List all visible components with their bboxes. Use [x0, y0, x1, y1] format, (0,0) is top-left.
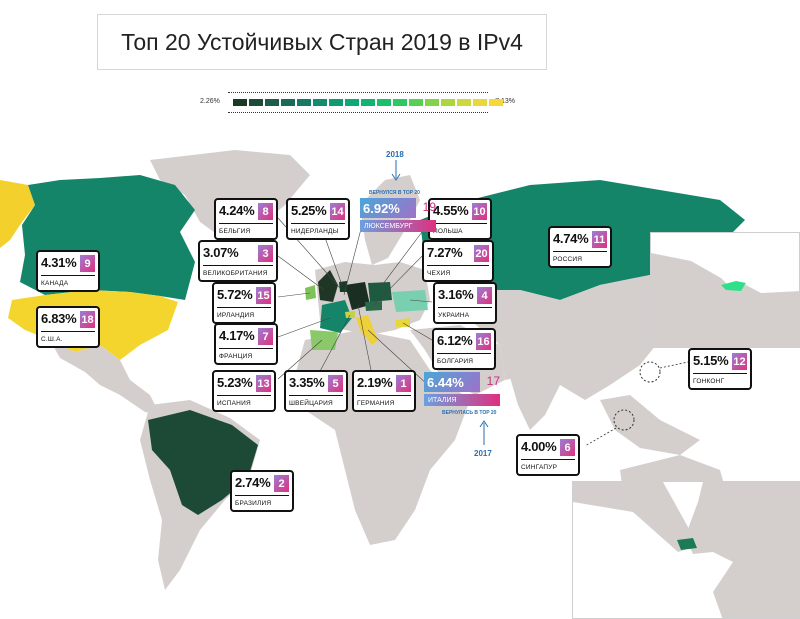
callout-italy: 6.44% 17 ИТАЛИЯ: [424, 372, 500, 412]
callout-russia: 4.74% 11 РОССИЯ: [548, 226, 612, 268]
hongkong-inset-map: [651, 253, 799, 347]
legend-swatch: [313, 99, 327, 106]
legend-swatch: [457, 99, 471, 106]
italy-year: 2017: [474, 449, 492, 458]
alaska-shape: [0, 180, 35, 248]
india-shape: [505, 355, 560, 430]
callout-belgium: 4.24% 8 БЕЛЬГИЯ: [214, 198, 278, 240]
hongkong-inset: [650, 232, 800, 348]
callout-poland: 4.55% 10 ПОЛЬША: [428, 198, 492, 240]
mexico-shape: [50, 340, 160, 415]
color-legend: 2.26% 7.13%: [195, 89, 515, 117]
map-title: Топ 20 Устойчивых Стран 2019 в IPv4: [97, 14, 547, 70]
netherlands-shape: [339, 281, 347, 292]
hongkong-marker: [639, 361, 661, 383]
italy-pct: 6.44%: [424, 372, 480, 392]
poland-shape: [368, 282, 392, 302]
czech-shape: [365, 301, 382, 311]
legend-swatch: [473, 99, 487, 106]
switzerland-shape: [345, 311, 355, 318]
callout-ireland: 5.72% 15 ИРЛАНДИЯ: [212, 282, 276, 324]
singapore-inset-map: [573, 482, 799, 618]
luxembourg-year: 2018: [386, 150, 404, 159]
france-shape: [320, 300, 352, 333]
legend-swatch: [489, 99, 503, 106]
callout-france: 4.17% 7 ФРАНЦИЯ: [214, 323, 278, 365]
italy-name: ИТАЛИЯ: [424, 394, 500, 406]
callout-brazil: 2.74% 2 БРАЗИЛИЯ: [230, 470, 294, 512]
callout-hongkong: 5.15% 12 ГОНКОНГ: [688, 348, 752, 390]
legend-swatch: [409, 99, 423, 106]
callout-uk: 3.07% 3 ВЕЛИКОБРИТАНИЯ: [198, 240, 278, 282]
legend-swatch: [441, 99, 455, 106]
asia-shape: [445, 275, 665, 400]
callout-bulgaria: 6.12% 16 БОЛГАРИЯ: [432, 328, 496, 370]
luxembourg-pct: 6.92%: [360, 198, 416, 218]
callout-netherlands: 5.25% 14 НИДЕРЛАНДЫ: [286, 198, 350, 240]
legend-swatch: [265, 99, 279, 106]
legend-max-label: 7.13%: [495, 98, 515, 105]
ireland-shape: [305, 285, 316, 300]
legend-swatch: [377, 99, 391, 106]
luxembourg-name: ЛЮКСЕМБУРГ: [360, 220, 436, 232]
legend-swatch: [329, 99, 343, 106]
callout-spain: 5.23% 13 ИСПАНИЯ: [212, 370, 276, 412]
callout-czech: 7.27% 20 ЧЕХИЯ: [422, 240, 494, 282]
callout-singapore: 4.00% 6 СИНГАПУР: [516, 434, 580, 476]
callout-switzerland: 3.35% 5 ШВЕЙЦАРИЯ: [284, 370, 348, 412]
legend-swatch: [425, 99, 439, 106]
legend-swatch: [233, 99, 247, 106]
germany-shape: [345, 282, 370, 310]
legend-swatch: [297, 99, 311, 106]
legend-swatch: [281, 99, 295, 106]
singapore-inset: [572, 481, 800, 619]
singapore-marker: [613, 409, 635, 431]
legend-min-label: 2.26%: [200, 98, 220, 105]
callout-germany: 2.19% 1 ГЕРМАНИЯ: [352, 370, 416, 412]
luxembourg-note: ВЕРНУЛСЯ В TOP 20: [369, 190, 420, 196]
italy-rank: 17: [486, 374, 500, 388]
legend-swatch: [345, 99, 359, 106]
legend-swatches: [233, 99, 503, 106]
luxembourg-rank: 19: [422, 200, 436, 214]
legend-swatch: [393, 99, 407, 106]
spain-shape: [310, 330, 338, 350]
italy-note: ВЕРНУЛАСЬ В TOP 20: [442, 410, 497, 416]
ukraine-shape: [392, 290, 428, 312]
legend-swatch: [249, 99, 263, 106]
uk-shape: [318, 270, 338, 302]
legend-swatch: [361, 99, 375, 106]
callout-luxembourg: 6.92% 19 ЛЮКСЕМБУРГ: [360, 198, 436, 238]
callout-canada: 4.31% 9 КАНАДА: [36, 250, 100, 292]
southeast-asia-shape: [600, 395, 700, 455]
callout-usa: 6.83% 18 С.Ш.А.: [36, 306, 100, 348]
callout-ukraine: 3.16% 4 УКРАИНА: [433, 282, 497, 324]
